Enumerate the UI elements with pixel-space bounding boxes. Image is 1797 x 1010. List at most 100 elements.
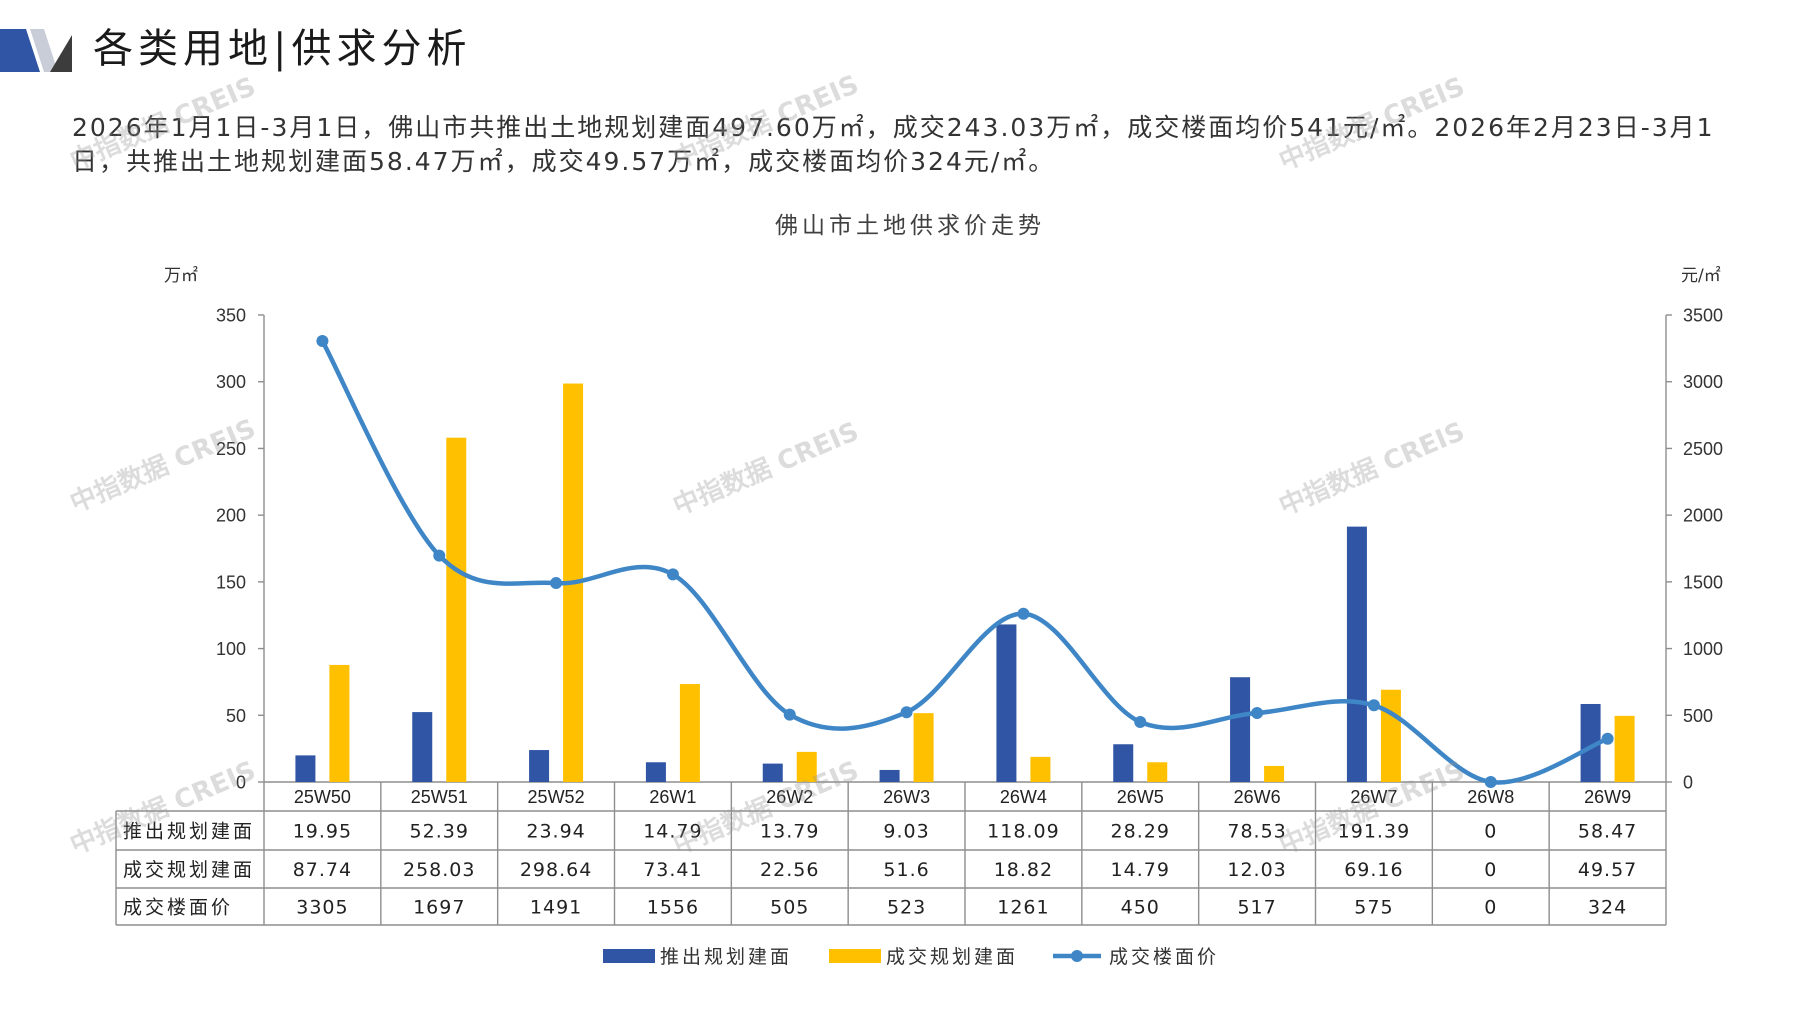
legend-marker-floor-price — [1071, 950, 1083, 962]
point-floor-price-26w6 — [1251, 707, 1264, 720]
bar-transacted-area-26w4 — [1030, 756, 1051, 782]
table-cell-transacted-area: 73.41 — [643, 859, 702, 881]
axis-labels: 0501001502002503003500500100015002000250… — [123, 306, 1723, 919]
bar-transacted-area-26w6 — [1264, 765, 1285, 782]
category-label-26w6: 26W6 — [1234, 787, 1281, 807]
point-floor-price-26w7 — [1367, 699, 1380, 712]
table-cell-floor-price: 1261 — [997, 897, 1049, 919]
logo-blue-block — [0, 29, 40, 72]
page-title: 各类用地|供求分析 — [93, 26, 472, 72]
bar-launched-area-25w50 — [295, 755, 316, 782]
table-row-label-transacted-area: 成交规划建面 — [123, 859, 255, 881]
left-axis-tick-label: 200 — [216, 506, 246, 526]
right-axis-unit: 元/㎡ — [1681, 266, 1721, 286]
left-axis-tick-label: 250 — [216, 439, 246, 459]
table-cell-transacted-area: 0 — [1484, 859, 1497, 881]
bar-transacted-area-26w3 — [913, 713, 934, 782]
table-cell-transacted-area: 258.03 — [403, 859, 475, 881]
table-cell-transacted-area: 49.57 — [1578, 859, 1637, 881]
table-cell-transacted-area: 69.16 — [1344, 859, 1403, 881]
point-floor-price-25w52 — [550, 577, 563, 590]
axes — [258, 314, 1672, 783]
point-floor-price-26w8 — [1484, 776, 1497, 788]
right-axis-tick-label: 0 — [1683, 773, 1693, 793]
category-label-26w3: 26W3 — [883, 787, 930, 807]
table-cell-launched-area: 78.53 — [1227, 821, 1286, 843]
table-cell-launched-area: 0 — [1484, 821, 1497, 843]
table-cell-transacted-area: 87.74 — [293, 859, 352, 881]
category-label-25w50: 25W50 — [294, 787, 351, 807]
bar-launched-area-26w7 — [1346, 526, 1367, 782]
table-cell-floor-price: 505 — [770, 897, 809, 919]
point-floor-price-26w5 — [1134, 715, 1147, 728]
table-cell-launched-area: 9.03 — [883, 821, 929, 843]
bar-launched-area-26w4 — [996, 624, 1017, 782]
point-floor-price-26w3 — [900, 706, 913, 719]
table-cell-launched-area: 118.09 — [987, 821, 1059, 843]
right-axis-tick-label: 2000 — [1683, 506, 1723, 526]
brand-logo-icon — [0, 29, 72, 72]
table-cell-launched-area: 28.29 — [1111, 821, 1170, 843]
category-label-26w7: 26W7 — [1350, 787, 1397, 807]
right-axis-tick-label: 2500 — [1683, 439, 1723, 459]
table-cell-launched-area: 13.79 — [760, 821, 819, 843]
left-axis-unit: 万㎡ — [164, 266, 198, 286]
right-axis-tick-label: 3500 — [1683, 306, 1723, 326]
right-axis-tick-label: 3000 — [1683, 372, 1723, 392]
table-cell-floor-price: 575 — [1354, 897, 1393, 919]
bar-transacted-area-25w50 — [329, 664, 350, 782]
bar-launched-area-26w5 — [1113, 744, 1134, 782]
legend-item-launched-area: 推出规划建面 — [603, 946, 792, 968]
chart-title: 佛山市土地供求价走势 — [775, 213, 1045, 239]
bar-transacted-area-26w2 — [796, 751, 817, 782]
bar-launched-area-26w9 — [1580, 703, 1601, 782]
table-cell-floor-price: 517 — [1237, 897, 1276, 919]
table-cell-transacted-area: 298.64 — [520, 859, 592, 881]
bar-launched-area-26w3 — [879, 769, 900, 782]
table-cell-launched-area: 19.95 — [293, 821, 352, 843]
left-axis-tick-label: 350 — [216, 306, 246, 326]
logo-dark-triangle — [50, 35, 72, 72]
category-label-26w8: 26W8 — [1467, 787, 1514, 807]
table-cell-launched-area: 191.39 — [1338, 821, 1410, 843]
category-label-25w52: 25W52 — [528, 787, 585, 807]
bar-launched-area-26w1 — [645, 762, 666, 782]
table-cell-floor-price: 523 — [887, 897, 926, 919]
category-label-26w1: 26W1 — [649, 787, 696, 807]
table-cell-transacted-area: 18.82 — [994, 859, 1053, 881]
legend-item-floor-price: 成交楼面价 — [1053, 946, 1216, 968]
point-floor-price-26w9 — [1601, 732, 1614, 745]
table-cell-floor-price: 1556 — [647, 897, 699, 919]
logo-gray-band — [30, 29, 58, 72]
point-floor-price-25w51 — [433, 549, 446, 562]
table-cell-floor-price: 1697 — [413, 897, 465, 919]
table-cell-transacted-area: 22.56 — [760, 859, 819, 881]
bar-transacted-area-26w1 — [679, 684, 700, 782]
left-axis-tick-label: 100 — [216, 639, 246, 659]
legend-swatch-transacted-area — [829, 949, 881, 963]
table-cell-transacted-area: 14.79 — [1111, 859, 1170, 881]
category-label-26w2: 26W2 — [766, 787, 813, 807]
table-cell-floor-price: 324 — [1588, 897, 1627, 919]
right-axis-tick-label: 1500 — [1683, 572, 1723, 592]
right-axis-tick-label: 500 — [1683, 706, 1713, 726]
point-floor-price-26w4 — [1017, 607, 1030, 620]
line-floor-price — [320, 338, 1610, 785]
table-cell-launched-area: 52.39 — [410, 821, 469, 843]
legend-swatch-launched-area — [603, 949, 655, 963]
category-label-25w51: 25W51 — [411, 787, 468, 807]
category-label-26w9: 26W9 — [1584, 787, 1631, 807]
table-cell-launched-area: 23.94 — [526, 821, 585, 843]
left-axis-tick-label: 150 — [216, 572, 246, 592]
bar-launched-area-25w51 — [412, 712, 433, 782]
category-label-26w4: 26W4 — [1000, 787, 1047, 807]
table-cell-transacted-area: 51.6 — [883, 859, 929, 881]
line-series — [316, 335, 1614, 788]
table-cell-floor-price: 3305 — [296, 897, 348, 919]
bar-transacted-area-25w51 — [446, 437, 467, 782]
table-cell-launched-area: 58.47 — [1578, 821, 1637, 843]
legend-label-launched-area: 推出规划建面 — [660, 946, 792, 968]
right-axis-tick-label: 1000 — [1683, 639, 1723, 659]
point-floor-price-26w2 — [783, 708, 796, 721]
